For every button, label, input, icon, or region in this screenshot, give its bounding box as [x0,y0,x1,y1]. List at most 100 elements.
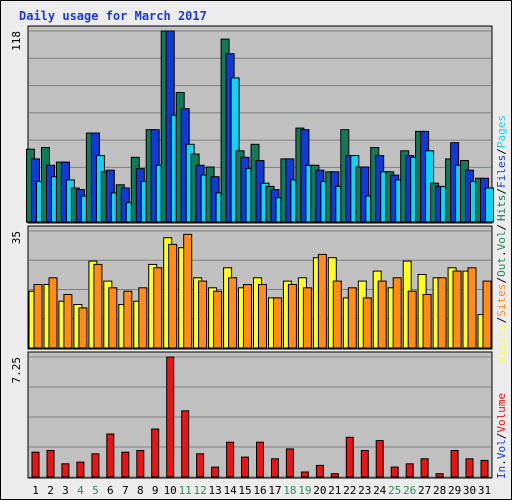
legend-text: / [495,433,508,440]
bar-volume-day-12 [196,453,205,478]
legend-text: Out [495,257,508,277]
x-tick-label-day-9: 9 [152,484,159,497]
bar-volume-day-7 [121,451,130,478]
x-tick-label-day-8: 8 [137,484,144,497]
x-tick-label-day-22: 22 [343,484,356,497]
bar-volume-day-18 [285,448,294,478]
panel-middle-max-label: 35 [10,231,23,244]
bar-volume-day-24 [375,440,384,478]
x-tick-label-day-3: 3 [62,484,69,497]
bar-sites-day-3 [63,294,73,349]
legend-text: . [495,250,508,257]
legend-group-0: Hits/Files/Pages [495,115,508,221]
bar-sites-day-6 [108,287,118,349]
bar-sites-day-15 [243,284,252,349]
bar-sites-day-9 [153,267,163,349]
bar-volume-day-21 [330,473,339,478]
legend-text: Hits [495,195,508,222]
bar-pages-day-31 [485,187,494,223]
legend-text: Vol [495,231,508,251]
x-tick-label-day-5: 5 [92,484,99,497]
bar-volume-day-20 [315,464,324,478]
x-tick-label-day-15: 15 [238,484,251,497]
legend-text: Pages [495,115,508,148]
bar-sites-day-17 [273,297,282,349]
legend-text: / [495,224,508,231]
legend-group-2: In.Vol/Volume [495,393,508,479]
bar-sites-day-14 [228,277,238,349]
bar-volume-day-26 [405,463,414,478]
x-tick-label-day-26: 26 [403,484,416,497]
bar-volume-day-2 [46,450,55,478]
bar-volume-day-22 [345,436,354,478]
bar-sites-day-13 [213,290,223,349]
legend-text: Volume [495,393,508,433]
x-tick-label-day-31: 31 [478,484,491,497]
bar-volume-day-27 [420,458,429,478]
bar-sites-day-25 [392,277,402,349]
bar-sites-day-22 [347,287,357,349]
bar-volume-day-17 [271,458,279,478]
bar-sites-day-23 [362,297,372,349]
bar-pages-day-14 [230,77,240,223]
x-tick-label-day-4: 4 [77,484,84,497]
x-tick-label-day-29: 29 [448,484,461,497]
bar-volume-day-5 [91,453,100,478]
bar-sites-day-26 [407,290,417,349]
panel-bottom-max-label: 7.25 [10,357,23,384]
bar-sites-day-1 [33,284,43,349]
bar-files-day-23 [360,166,370,223]
x-tick-label-day-28: 28 [433,484,446,497]
x-tick-label-day-18: 18 [283,484,296,497]
x-tick-label-day-14: 14 [223,484,237,497]
bar-sites-day-27 [422,294,432,349]
x-tick-label-day-2: 2 [47,484,54,497]
legend-text: In [495,466,508,479]
x-tick-label-day-12: 12 [193,484,206,497]
bar-sites-day-20 [317,253,327,349]
bar-volume-day-25 [390,466,399,478]
bar-volume-day-3 [61,463,70,478]
bar-sites-day-18 [287,284,297,349]
x-tick-label-day-21: 21 [328,484,341,497]
x-tick-label-day-20: 20 [313,484,326,497]
bar-sites-day-28 [437,277,447,349]
x-tick-label-day-17: 17 [268,484,281,497]
x-tick-label-day-30: 30 [463,484,476,497]
bar-sites-day-11 [183,233,193,349]
panel-top-max-label: 118 [10,31,23,51]
legend-text: . [495,459,508,466]
x-tick-label-day-11: 11 [179,484,192,497]
legend-text: / [495,277,508,284]
x-tick-label-day-27: 27 [418,484,431,497]
bar-sites-day-24 [377,280,387,349]
bar-volume-day-13 [211,466,220,478]
x-tick-label-day-6: 6 [107,484,114,497]
chart-title: Daily usage for March 2017 [19,9,207,23]
bar-volume-day-31 [480,459,489,478]
bar-sites-day-29 [452,270,462,349]
bar-sites-day-7 [123,290,133,349]
legend-group-1: Visits/Sites/Out.Vol/ [495,224,508,363]
bar-volume-day-11 [181,410,190,478]
bar-volume-day-30 [465,458,474,478]
bar-volume-day-28 [435,473,444,478]
x-tick-label-day-13: 13 [208,484,221,497]
bar-volume-day-10 [166,356,175,478]
legend-text: Vol [495,439,508,459]
bar-sites-day-10 [168,243,178,349]
bar-volume-day-29 [450,450,459,478]
x-tick-label-day-7: 7 [122,484,129,497]
x-tick-label-day-16: 16 [253,484,266,497]
legend-text: Files [495,155,508,188]
bar-sites-day-31 [482,280,492,349]
x-tick-label-day-10: 10 [164,484,177,497]
bar-sites-day-8 [138,287,148,349]
bar-volume-day-15 [241,456,249,478]
bar-volume-day-4 [76,461,85,478]
x-tick-label-day-24: 24 [373,484,387,497]
bar-volume-day-9 [151,428,160,478]
bar-sites-day-5 [93,263,103,349]
